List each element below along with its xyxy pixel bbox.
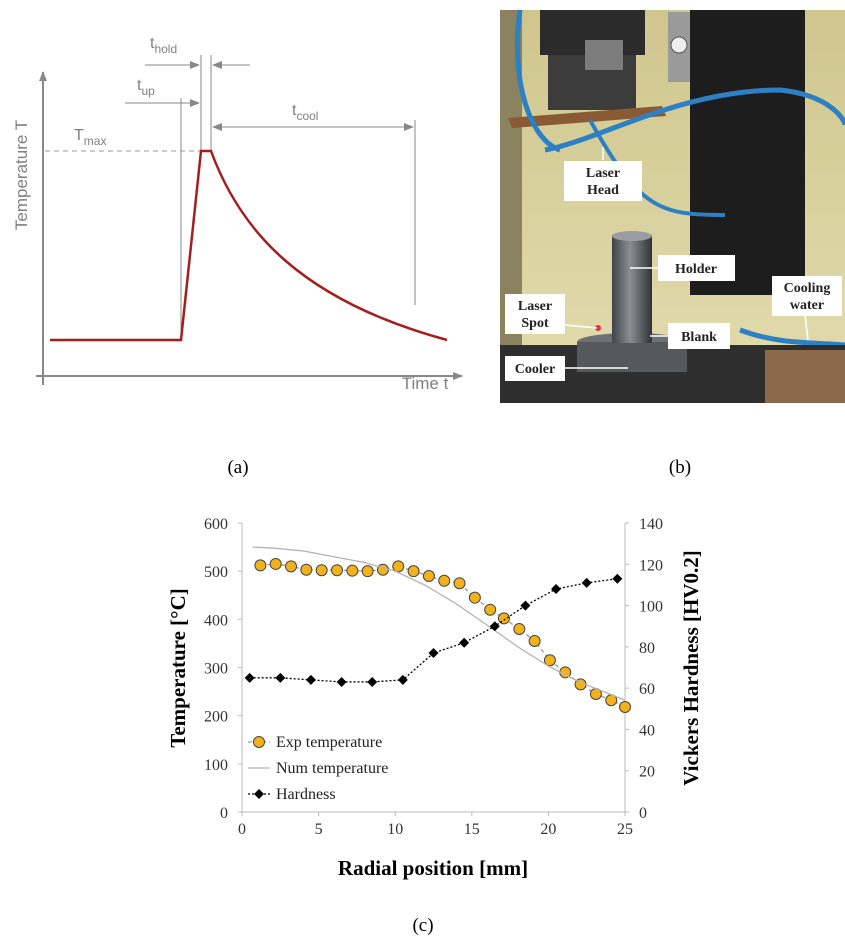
y-tick-label: 400 [204,612,228,629]
data-point [459,637,470,648]
legend-label: Num temperature [276,760,388,777]
x-tick-label: 15 [464,821,480,838]
x-tick-label: 0 [238,821,246,838]
data-point [361,565,374,578]
data-point [438,574,451,587]
caption: (a) [227,457,248,478]
y2-tick-label: 0 [639,805,647,822]
data-point [468,591,481,604]
label: thold [150,35,177,56]
data-point [551,584,562,595]
y-tick-label: 200 [204,709,228,726]
y2-tick-label: 140 [639,516,663,533]
y2-tick-label: 100 [639,599,663,616]
x-tick-label: 10 [387,821,403,838]
data-point [285,560,298,573]
y2-axis-title: Vickers Hardness [HV0.2] [679,550,703,785]
data-point [330,564,343,577]
photo-label: Cooling water [784,281,831,313]
data-point [619,700,631,713]
pointers [564,147,809,369]
y-tick-label: 300 [204,661,228,678]
label: Tmax [74,127,106,148]
data-point [453,577,466,590]
data-point [513,622,526,635]
data-point [528,635,541,648]
data-point [407,565,420,578]
data-point [254,559,267,572]
series-line [252,546,626,701]
data-point [520,600,531,611]
data-point [300,563,313,576]
laser-spot [595,325,601,331]
photo-label: Cooler [515,362,555,377]
data-point [336,676,347,687]
data-point [367,676,378,687]
x-tick-label: 5 [315,821,323,838]
schematic: thold tup Tmax tcool Temperature T Time … [12,35,463,478]
gauge-dial [670,36,688,54]
y2-tick-label: 40 [639,722,655,739]
temperature-curve [50,149,448,342]
photo-label: Blank [681,330,717,345]
data-point [397,674,408,685]
data-point [422,569,435,582]
y2-tick-label: 60 [639,681,655,698]
wood [765,350,845,403]
photo-label: Holder [675,262,717,277]
y-axis-title: Temperature [°C] [166,588,190,747]
data-point [489,621,500,632]
chart: Temperature [°C] Vickers Hardness [HV0.2… [166,516,703,936]
data-point [484,603,497,616]
axis-title: Time t [402,374,449,393]
data-point [269,557,282,570]
legend-marker [254,789,264,799]
photo-label: Laser Spot [518,299,552,331]
tube [544,87,845,153]
legend-marker [253,736,265,748]
caption: (c) [412,915,433,936]
data-point [543,654,556,667]
series-line [249,578,618,683]
legend-label: Hardness [276,786,336,803]
caption: (b) [669,457,691,478]
x-tick-label: 25 [617,821,633,838]
data-point [305,674,316,685]
tube [739,327,845,348]
data-point [346,564,359,577]
photo-labels: Laser Head Holder Cooling water Laser Spot … [505,161,842,381]
y2-tick-label: 120 [639,557,663,574]
data-point [612,573,623,584]
x-axis-title: Radial position [mm] [338,856,528,880]
y-tick-label: 500 [204,564,228,581]
legend-label: Exp temperature [276,734,382,751]
axis-title: Temperature T [12,120,31,230]
plate [508,106,666,128]
tube [588,119,726,217]
laser-part [585,40,623,70]
label: tup [137,77,155,98]
data-point [315,564,328,577]
tube [514,9,561,153]
x-tick-label: 20 [540,821,556,838]
data-point [497,612,510,625]
photo: Laser Head Holder Cooling water Laser Spot … [500,9,845,478]
data-point [275,672,286,683]
column [690,10,805,295]
y2-tick-label: 20 [639,764,655,781]
data-point [244,672,255,683]
y-tick-label: 0 [220,805,228,822]
y2-tick-label: 80 [639,640,655,657]
y-tick-label: 100 [204,757,228,774]
label: tcool [292,102,318,123]
holder-cylinder [612,235,652,343]
photo-label: Laser Head [586,166,620,198]
data-point [392,560,405,573]
y-tick-label: 600 [204,516,228,533]
data-point [581,577,592,588]
data-point [376,563,389,576]
data-point [428,648,439,659]
holder-top [612,231,652,241]
